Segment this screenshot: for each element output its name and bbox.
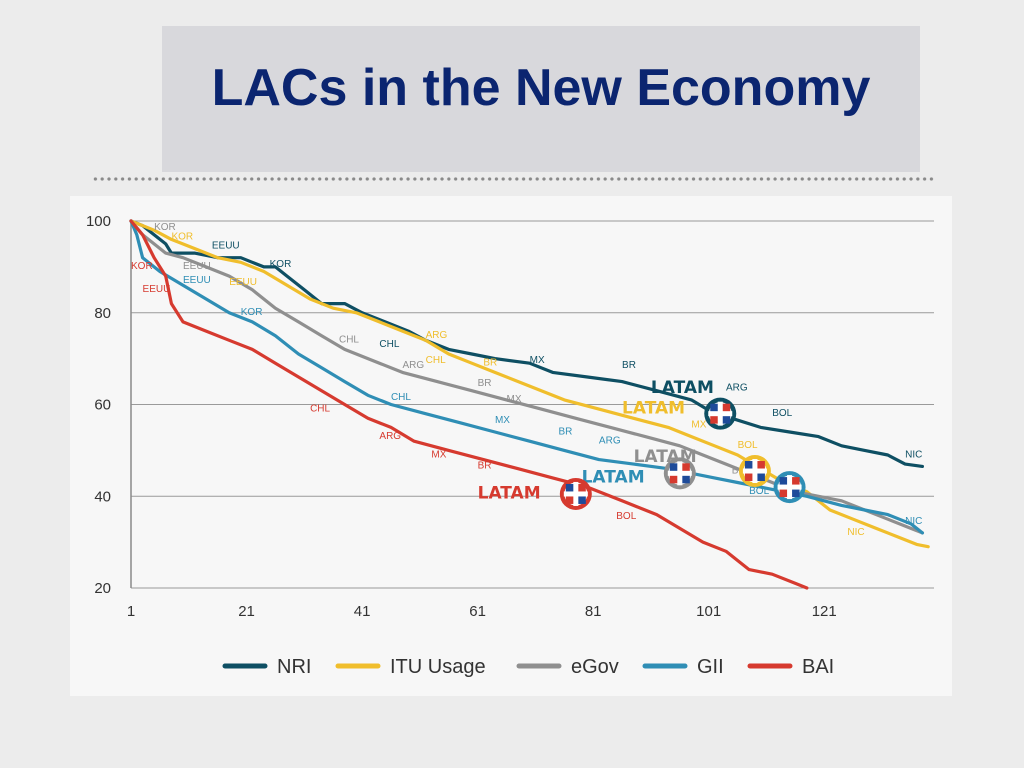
flag-quadrant — [755, 461, 765, 471]
flag-quadrant — [779, 477, 789, 487]
country-label: BOL — [616, 511, 636, 522]
page-title: LACs in the New Economy — [211, 59, 871, 117]
title-box: LACs in the New Economy — [162, 26, 920, 172]
latam-label: LATAM — [582, 467, 645, 487]
latam-label: LATAM — [622, 399, 685, 419]
flag-quadrant — [710, 414, 720, 424]
country-label: EEUU — [212, 241, 240, 252]
country-label: CHL — [339, 335, 359, 346]
country-label: BR — [622, 360, 636, 371]
flag-quadrant — [790, 488, 800, 498]
y-tick-label: 40 — [94, 488, 111, 505]
flag-quadrant — [576, 483, 586, 493]
country-label: BR — [558, 426, 572, 437]
flag-quadrant — [721, 403, 731, 413]
flag-cross — [708, 411, 733, 417]
flag-quadrant — [669, 463, 679, 473]
series-line-bai — [129, 219, 809, 590]
x-tick-label: 121 — [812, 603, 837, 620]
legend-label: ITU Usage — [390, 656, 486, 678]
country-label: KOR — [270, 259, 292, 270]
flag-quadrant — [680, 463, 690, 473]
flag-quadrant — [779, 488, 789, 498]
country-label: BR — [483, 358, 497, 369]
x-tick-label: 41 — [354, 603, 371, 620]
x-tick-label: 81 — [585, 603, 602, 620]
flag-quadrant — [576, 494, 586, 504]
country-label: BOL — [772, 408, 792, 419]
y-tick-label: 20 — [94, 580, 111, 597]
country-label: BOL — [738, 440, 758, 451]
country-label: CHL — [391, 392, 411, 403]
country-label: MX — [530, 355, 545, 366]
flag-quadrant — [680, 474, 690, 484]
country-label: NIC — [847, 527, 864, 538]
country-label: BR — [478, 461, 492, 472]
country-label: CHL — [426, 355, 446, 366]
country-label: BOL — [749, 486, 769, 497]
country-label: KOR — [171, 231, 193, 242]
flag-quadrant — [755, 472, 765, 482]
country-label: NIC — [905, 516, 922, 527]
country-label: MX — [495, 415, 510, 426]
flag-quadrant — [721, 414, 731, 424]
legend-label: NRI — [277, 656, 311, 678]
y-tick-label: 100 — [86, 213, 111, 230]
country-label: ARG — [379, 431, 401, 442]
series-line-egov — [129, 219, 925, 535]
x-tick-label: 101 — [696, 603, 721, 620]
country-label: BR — [478, 378, 492, 389]
flag-quadrant — [565, 483, 575, 493]
country-label: EEUU — [143, 284, 171, 295]
country-label: EEUU — [183, 261, 211, 272]
x-tick-label: 21 — [238, 603, 255, 620]
flag-cross — [563, 491, 588, 497]
legend-label: eGov — [571, 656, 619, 678]
country-label: KOR — [241, 307, 263, 318]
flag-quadrant — [565, 494, 575, 504]
chart-panel: 20 40 60 80 100 1 21 41 61 81 101 121 KOR KOR EEUU KOR K… — [70, 196, 952, 696]
flag-quadrant — [744, 461, 754, 471]
flag-quadrant — [790, 477, 800, 487]
flag-cross — [742, 468, 767, 474]
y-tick-label: 80 — [94, 305, 111, 322]
country-label: ARG — [426, 330, 448, 341]
flag-quadrant — [744, 472, 754, 482]
flag-cross — [667, 470, 692, 476]
flag-cross — [777, 484, 802, 490]
flag-quadrant — [669, 474, 679, 484]
country-label: KOR — [154, 222, 176, 233]
country-label: KOR — [131, 261, 153, 272]
country-label: MX — [507, 394, 522, 405]
y-tick-label: 60 — [94, 397, 111, 414]
x-tick-label: 1 — [127, 603, 135, 620]
country-label: MX — [431, 449, 446, 460]
country-label: EEUU — [229, 277, 257, 288]
series-line-nri — [129, 219, 925, 468]
flag-quadrant — [710, 403, 720, 413]
legend-label: GII — [697, 656, 724, 678]
legend-label: BAI — [802, 656, 834, 678]
country-label: ARG — [403, 360, 425, 371]
country-label: CHL — [379, 339, 399, 350]
dotted-divider — [92, 176, 934, 182]
country-label: CHL — [310, 403, 330, 414]
country-label: ARG — [726, 383, 748, 394]
country-label: ARG — [599, 435, 621, 446]
x-tick-label: 61 — [469, 603, 486, 620]
country-label: EEUU — [183, 275, 211, 286]
country-label: NIC — [905, 449, 922, 460]
latam-label: LATAM — [651, 378, 714, 398]
country-label: MX — [691, 419, 706, 430]
latam-label: LATAM — [478, 484, 541, 504]
